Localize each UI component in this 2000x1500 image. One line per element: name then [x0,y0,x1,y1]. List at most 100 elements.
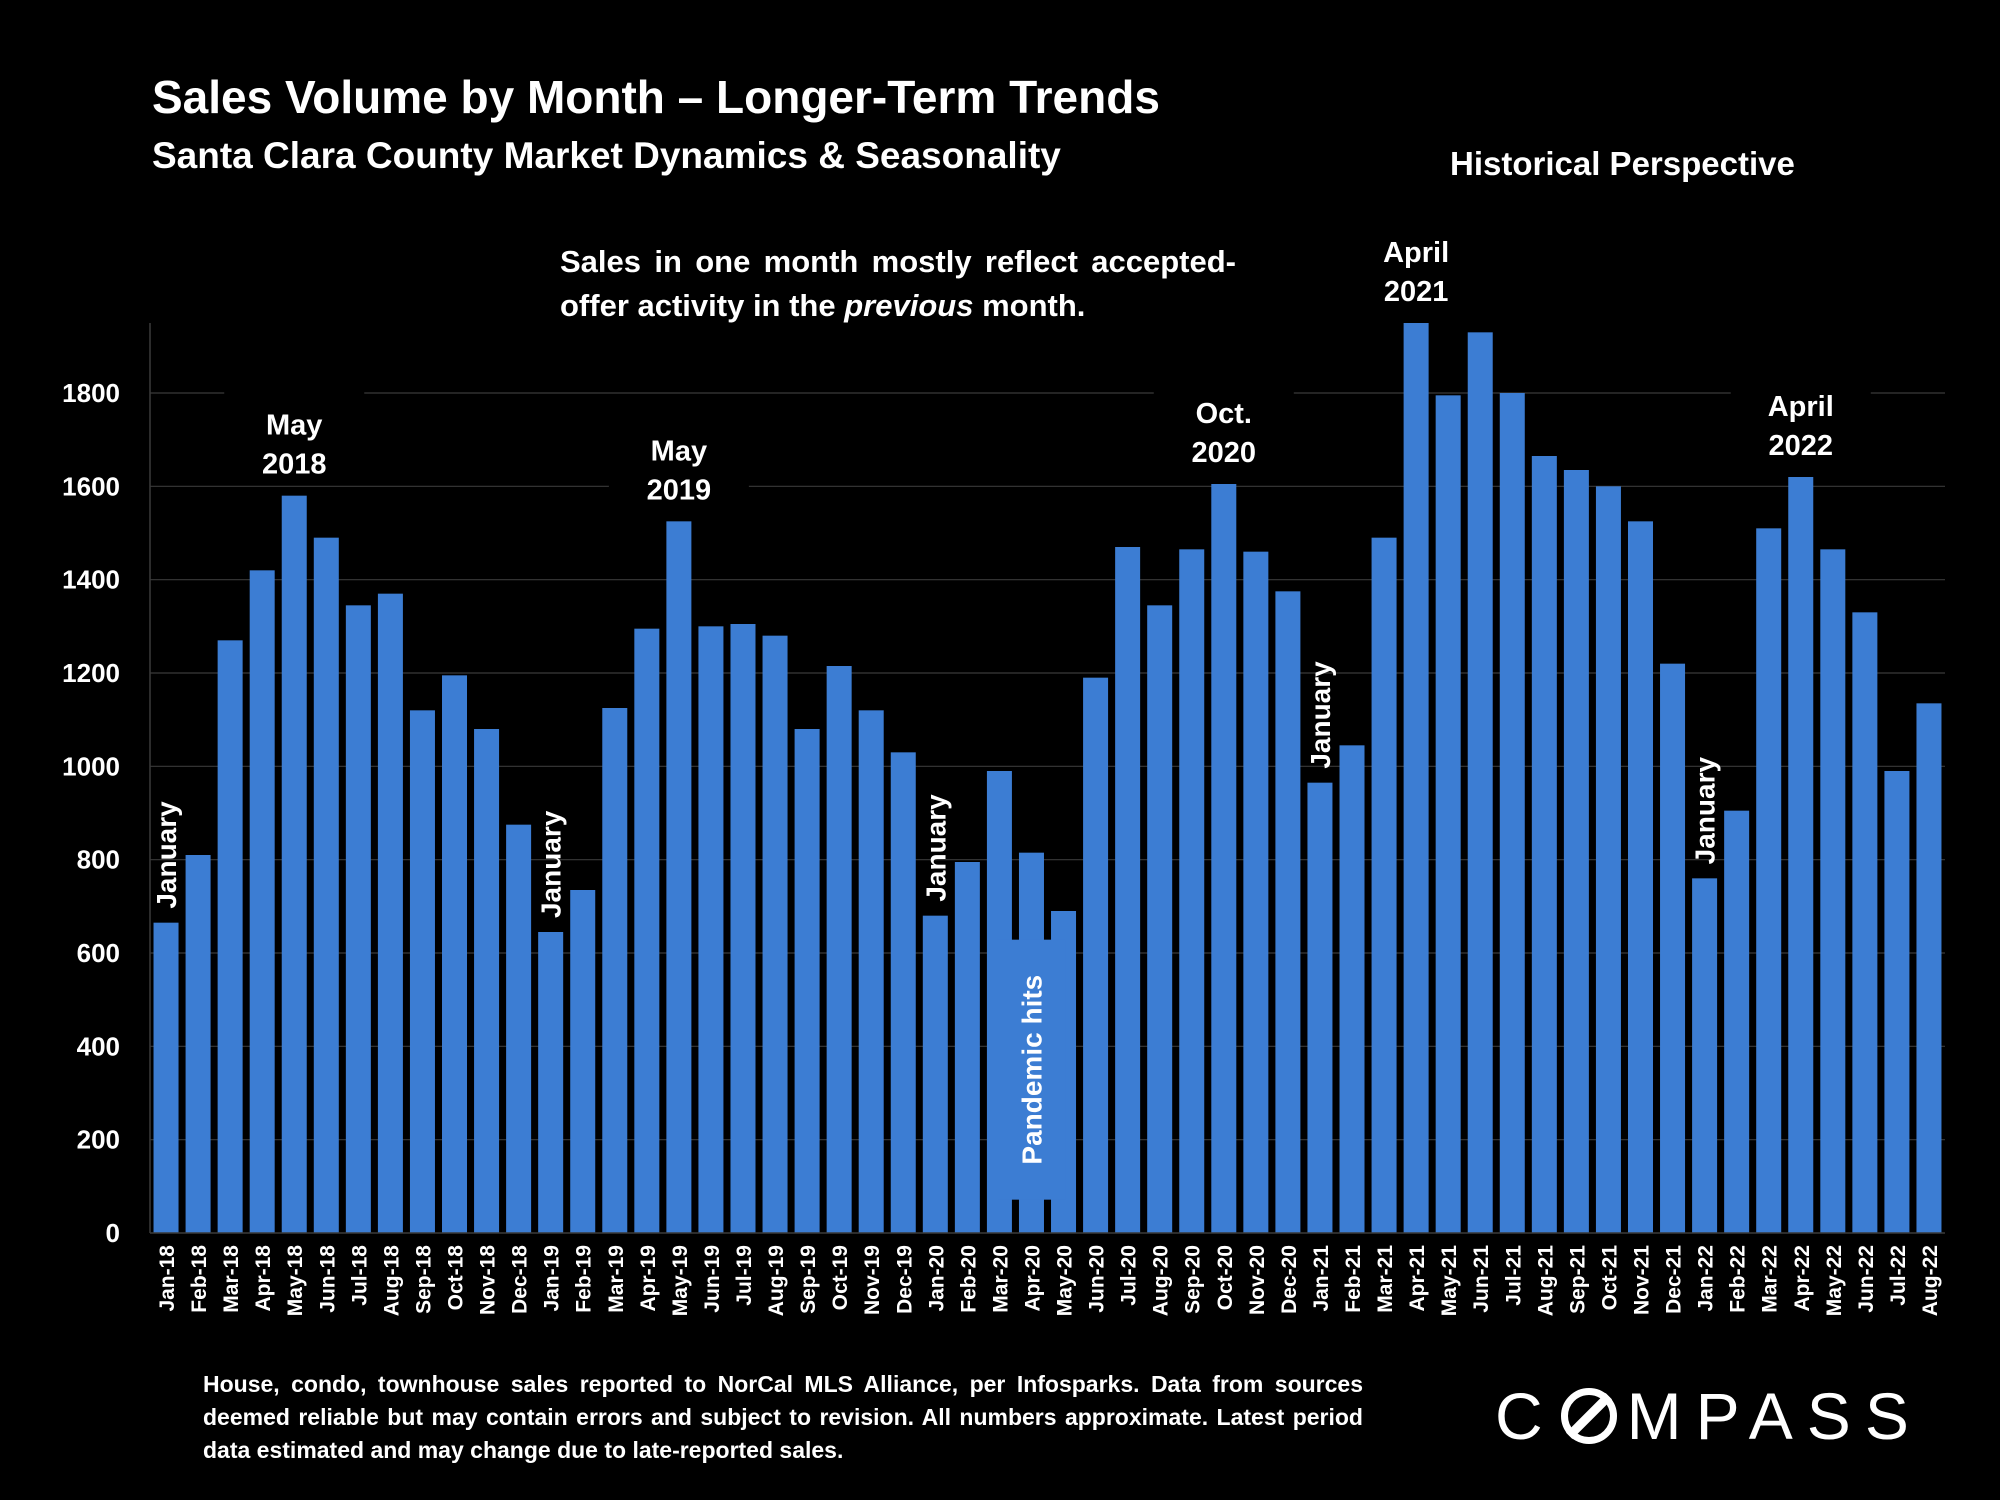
bar [442,675,468,1233]
bar [602,708,628,1233]
y-tick-label: 200 [77,1125,120,1155]
x-tick-label: Jul-18 [348,1245,371,1306]
x-tick-label: Aug-20 [1150,1245,1173,1316]
x-tick-label: Apr-19 [637,1245,660,1312]
x-tick-label: Sep-19 [797,1245,820,1314]
peak-label: 2018 [262,449,327,481]
bar [1435,395,1461,1233]
bar [1756,528,1782,1233]
x-tick-label: Jan-18 [156,1245,179,1312]
peak-label: April [1768,391,1834,423]
pandemic-backdrop [997,939,1066,1200]
bar [1916,703,1942,1233]
peak-label: April [1383,237,1449,269]
x-tick-label: Jul-21 [1502,1245,1525,1306]
bar [1499,393,1525,1233]
peak-label: 2020 [1192,437,1257,469]
bar [1852,612,1878,1233]
y-tick-label: 1800 [62,378,120,408]
bar [313,537,339,1233]
compass-logo: C MPASS [1495,1378,1923,1454]
x-tick-label: Apr-18 [252,1245,275,1312]
bar [826,666,852,1233]
x-tick-label: Nov-20 [1246,1245,1269,1315]
x-tick-label: Nov-21 [1630,1245,1653,1315]
bar [1627,521,1653,1233]
x-tick-label: Nov-19 [861,1245,884,1315]
bar [1371,537,1397,1233]
x-tick-label: Apr-20 [1021,1245,1044,1312]
x-tick-label: Apr-22 [1791,1245,1814,1312]
y-tick-label: 1600 [62,471,120,501]
x-tick-label: May-21 [1438,1245,1461,1317]
x-tick-label: Oct-18 [445,1245,468,1311]
bar [345,605,371,1233]
bar [1563,470,1589,1233]
x-tick-label: Mar-19 [605,1245,628,1313]
source-footnote: House, condo, townhouse sales reported t… [203,1371,1363,1463]
bar [1147,605,1173,1233]
bar [506,824,532,1233]
bar [666,521,692,1233]
x-tick-label: Aug-21 [1534,1245,1557,1316]
annotations: January January January January January May 20… [151,219,1871,1200]
y-tick-label: 1200 [62,658,120,688]
bars [153,323,1942,1234]
x-tick-label: Sep-21 [1566,1245,1589,1314]
y-tick-label: 1000 [62,751,120,781]
bar [954,862,980,1233]
annotation-backdrop [608,417,749,510]
x-tick-label: Jan-20 [925,1245,948,1312]
bar [1307,782,1333,1233]
bar [281,495,307,1234]
logo-text-start: C [1495,1379,1557,1453]
x-tick-label: Aug-18 [380,1245,403,1316]
peak-label: 2021 [1384,276,1449,308]
pandemic-label: Pandemic hits [1016,975,1047,1165]
bar [474,729,500,1233]
bar [570,890,596,1233]
y-tick-label: 400 [77,1031,120,1061]
x-tick-label: Oct-21 [1598,1245,1621,1311]
january-label: January [1690,757,1721,865]
chart-subtitle: Santa Clara County Market Dynamics & Sea… [152,135,1061,176]
x-tick-label: Aug-22 [1919,1245,1942,1316]
logo-text-end: MPASS [1626,1379,1923,1453]
x-tick-label: Sep-18 [412,1245,435,1314]
x-tick-label: Dec-20 [1278,1245,1301,1314]
bar [249,570,275,1233]
annotation-backdrop [1730,373,1871,465]
y-axis: 0 200 400 600 800 1000 1200 1400 1600 1800 [62,323,151,1248]
bar [409,710,435,1233]
x-tick-label: Jun-20 [1086,1245,1109,1313]
january-label: January [536,810,567,918]
x-tick-label: Mar-22 [1759,1245,1782,1313]
compass-o-icon [1560,1388,1617,1444]
bar [858,710,884,1233]
perspective-label: Historical Perspective [1450,145,1795,182]
bar [1115,547,1141,1233]
y-tick-label: 1400 [62,565,120,595]
y-tick-label: 600 [77,938,120,968]
january-label: January [920,794,951,902]
x-tick-label: Jun-18 [316,1245,339,1313]
peak-label: May [266,410,322,442]
x-tick-label: May-19 [669,1245,692,1316]
x-tick-label: Jun-21 [1470,1245,1493,1313]
january-label: January [151,801,182,909]
x-tick-label: May-18 [284,1245,307,1317]
bar [794,729,820,1233]
annotation-backdrop [224,391,365,484]
bar [1339,745,1365,1233]
bar [1692,878,1718,1233]
x-tick-label: Sep-20 [1182,1245,1205,1314]
x-tick-label: Mar-18 [220,1245,243,1313]
bar [1467,332,1493,1233]
x-tick-label: Aug-19 [765,1245,788,1316]
bar [1884,771,1910,1233]
peak-label: 2019 [647,474,712,506]
x-tick-label: Jan-19 [541,1245,564,1312]
x-tick-label: Jan-22 [1695,1245,1718,1312]
x-tick-label: Mar-20 [989,1245,1012,1313]
